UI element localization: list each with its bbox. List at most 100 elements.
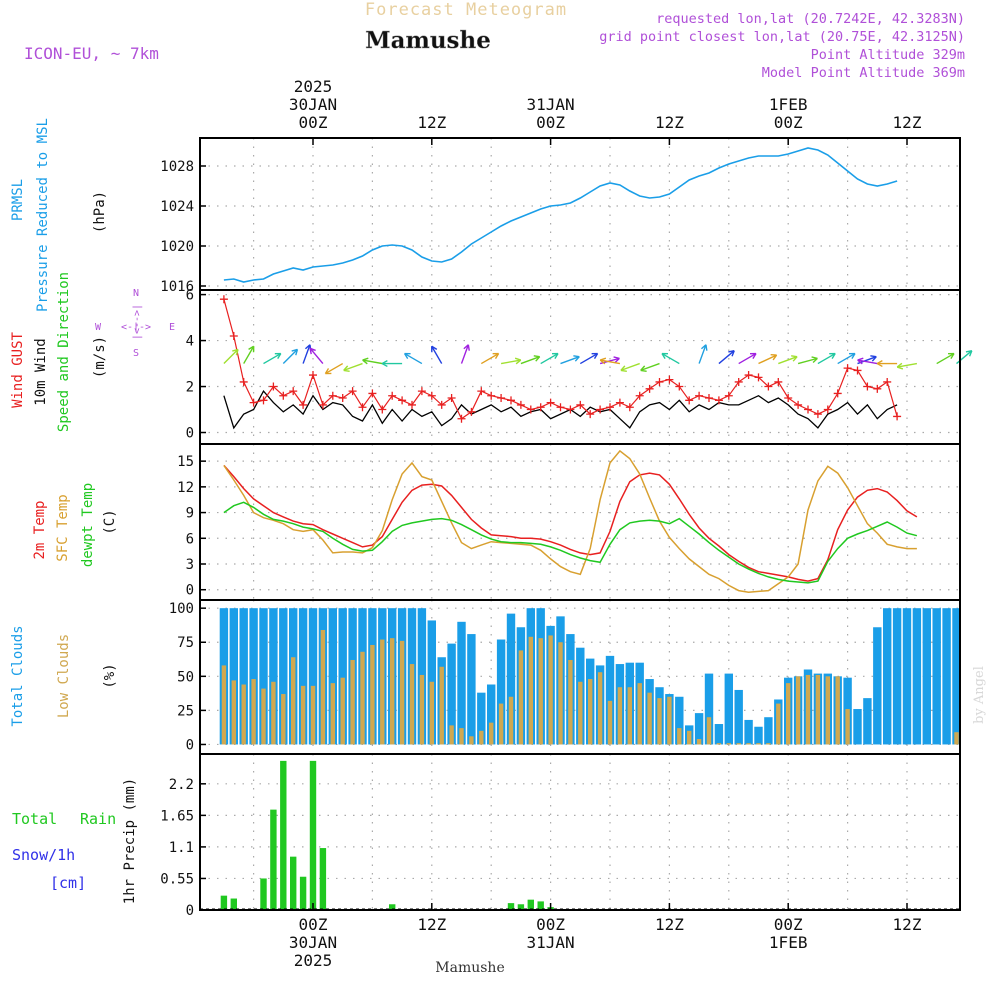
rain-bar (507, 903, 515, 910)
top-time-label: 31JAN (527, 95, 575, 114)
model-altitude: Model Point Altitude 369m (762, 65, 965, 81)
wind-arrow-head (291, 348, 299, 356)
wind-arrow-head (343, 365, 350, 372)
gust-marker (447, 394, 456, 403)
low-cloud-bar (340, 677, 345, 745)
low-cloud-bar (687, 730, 692, 745)
wind-arrow-head (514, 357, 522, 365)
signature: by Angel (972, 666, 987, 724)
low-cloud-bar (736, 743, 741, 745)
gust-marker (823, 405, 832, 414)
wind-arrow-head (791, 355, 798, 362)
wind-arrow-head (599, 357, 607, 365)
wind-arrow-head (463, 344, 470, 351)
low-cloud-bar (835, 676, 840, 745)
requested-lonlat: requested lon,lat (20.7242E, 42.3283N) (656, 11, 965, 27)
wind-arrow-head (573, 355, 580, 362)
rain-bar (319, 848, 327, 910)
bottom-time-label: 1FEB (769, 933, 808, 952)
gust-marker (596, 405, 605, 414)
y-tick-label: 1016 (160, 279, 194, 295)
gust-marker (348, 387, 357, 396)
temp-labels: 2m Temp SFC Temp dewpt Temp (C) (32, 483, 118, 567)
wind-direction-arrow (640, 362, 660, 372)
bottom-time-label: 00Z (536, 915, 565, 934)
wind-arrow-head (829, 352, 836, 360)
low-cloud-bar (390, 638, 395, 745)
wind-arrow-head (381, 360, 388, 368)
wind-direction-arrow (460, 344, 469, 364)
wind-direction-arrow (263, 352, 282, 365)
wind-arrow-head (324, 368, 332, 375)
wind-arrow-head (700, 344, 708, 351)
y-tick-label: 1.65 (160, 808, 194, 824)
gust-marker (279, 391, 288, 400)
rain-bar (517, 904, 525, 910)
gust-marker (497, 394, 506, 403)
low-cloud-bar (795, 676, 801, 745)
gust-marker (784, 394, 793, 403)
low-cloud-bar (766, 743, 771, 745)
total-cloud-bar (279, 608, 288, 745)
gust-marker (843, 364, 852, 373)
wind-direction-arrow (480, 352, 499, 365)
total-cloud-bar (487, 684, 496, 745)
cloud-unit: (%) (102, 663, 118, 688)
wind-arrow-head (728, 350, 735, 357)
total-cloud-bar (704, 673, 714, 745)
total-cloud-bar (873, 627, 882, 745)
compass-n: N (133, 288, 139, 299)
low-cloud-bar (696, 739, 702, 745)
wind-direction-arrow (362, 359, 383, 365)
gust-marker (645, 384, 654, 393)
wind-labels: Wind GUST 10m Wind Speed and Direction (… (10, 272, 108, 432)
cloud-labels: Total Clouds Low Clouds (%) (10, 625, 118, 726)
low-cloud-bar (479, 730, 484, 745)
total-cloud-bar (496, 639, 506, 745)
gust-marker (309, 371, 317, 380)
y-tick-label: 2 (186, 380, 194, 396)
rain-bar (280, 760, 287, 910)
grid-lonlat: grid point closest lon,lat (20.75E, 42.3… (599, 29, 965, 45)
precip-label-snow: Snow/1h (12, 846, 75, 864)
gust-marker (487, 391, 496, 400)
total-cloud-bar (942, 608, 951, 745)
wind-direction-arrow (343, 362, 363, 372)
axis-labels: 1016102010241028024603691215025507510000… (160, 77, 922, 970)
gust-marker (328, 391, 337, 400)
gust-marker (477, 387, 486, 396)
rain-bar (389, 904, 396, 910)
wind-label-gust: Wind GUST (10, 332, 26, 408)
total-cloud-bar (912, 608, 922, 745)
bottom-time-label: 12Z (417, 915, 446, 934)
wind-direction-arrow (431, 345, 443, 364)
total-cloud-bar (239, 608, 248, 745)
y-tick-label: 3 (186, 557, 194, 573)
total-cloud-bar (249, 608, 258, 745)
wind-arrow-head (620, 365, 627, 372)
low-cloud-bar (518, 650, 524, 745)
gust-marker (734, 377, 743, 386)
wind-arrow-head (857, 357, 864, 365)
total-cloud-bar (675, 696, 684, 745)
y-tick-label: 15 (177, 454, 194, 470)
wind-direction-arrow (620, 362, 640, 372)
wind-direction-arrow (520, 356, 540, 365)
y-tick-label: 1028 (160, 159, 194, 175)
gust-marker (804, 405, 812, 414)
gust-marker (526, 405, 535, 414)
low-cloud-bar (469, 736, 474, 745)
wind-direction-arrow (778, 356, 798, 365)
wind-direction-arrow (325, 362, 344, 375)
top-time-label: 2025 (294, 77, 333, 96)
low-cloud-bar (528, 636, 533, 745)
gust-marker (705, 394, 713, 403)
wind-arrow-head (533, 355, 541, 362)
low-cloud-bar (815, 674, 821, 745)
wind-direction-arrow (223, 348, 239, 365)
total-cloud-bar (694, 713, 704, 745)
gust-marker (427, 391, 436, 400)
y-tick-label: 0.55 (160, 871, 194, 887)
low-cloud-bar (409, 664, 415, 745)
total-cloud-bar (506, 613, 516, 745)
